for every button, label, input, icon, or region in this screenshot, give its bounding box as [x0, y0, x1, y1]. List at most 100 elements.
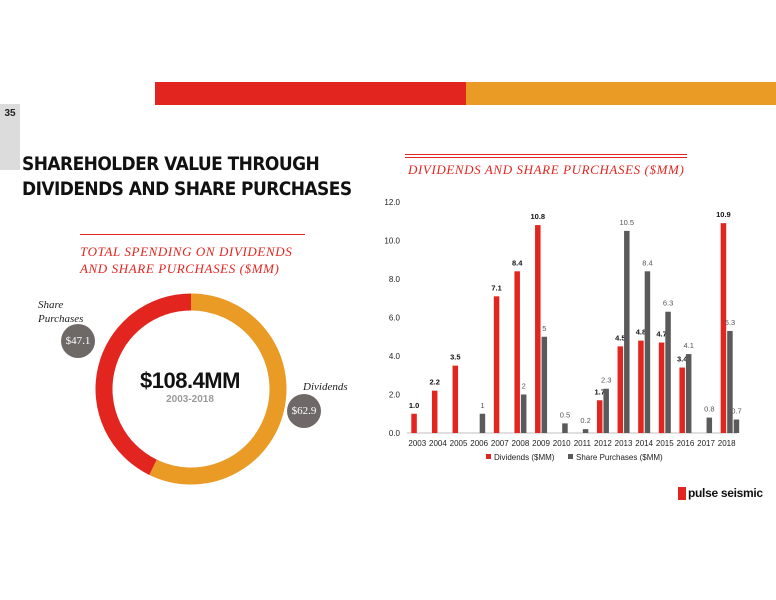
x-tick-label: 2011	[574, 439, 592, 448]
share-purchases-data-label: 4.1	[683, 341, 693, 350]
x-tick-label: 2016	[677, 439, 695, 448]
dividends-bar	[431, 390, 438, 433]
pulse-seismic-logo: pulse seismic	[678, 486, 763, 500]
dividends-data-label: 10.8	[531, 212, 546, 221]
y-tick-label: 2.0	[389, 391, 401, 400]
share-purchases-bar	[644, 271, 651, 433]
share-purchases-bar	[603, 388, 609, 433]
chart-heading: DIVIDENDS AND SHARE PURCHASES ($MM)	[408, 162, 685, 177]
dividends-bar	[638, 340, 644, 433]
share-purchases-bar	[733, 419, 740, 433]
share-purchases-data-label: 0.7	[731, 407, 741, 416]
y-tick-label: 10.0	[384, 237, 400, 246]
donut-heading-line1: TOTAL SPENDING ON DIVIDENDS	[80, 244, 293, 259]
share-purchases-data-label: 0.5	[560, 410, 570, 419]
chart-heading-rule-1	[405, 154, 687, 155]
y-tick-label: 8.0	[389, 275, 401, 284]
share-purchases-bar	[479, 413, 486, 433]
x-tick-label: 2005	[450, 439, 468, 448]
dividends-data-label: 3.4	[677, 355, 688, 364]
x-tick-label: 2015	[656, 439, 674, 448]
dividends-data-label: 8.4	[512, 258, 523, 267]
dividends-data-label: 1.7	[594, 387, 604, 396]
header-accent-orange	[466, 82, 776, 105]
legend-swatch	[486, 454, 491, 459]
share-purchases-data-label: 1	[480, 401, 484, 410]
share-purchases-data-label: 6.3	[663, 299, 673, 308]
share-purchases-bar	[727, 330, 733, 433]
share-purchases-bar	[665, 311, 671, 433]
dividends-value-badge: $62.9	[287, 394, 321, 428]
share-purchases-data-label: 2.3	[601, 376, 611, 385]
x-tick-label: 2014	[635, 439, 653, 448]
dividends-bar	[658, 342, 665, 433]
dividends-bar	[596, 400, 603, 433]
total-spending: $108.4MM	[140, 368, 240, 393]
share-purchases-data-label: 10.5	[620, 218, 635, 227]
dividends-data-label: 1.0	[409, 401, 419, 410]
share-purchases-bar	[685, 354, 692, 433]
dividends-bar	[679, 367, 685, 433]
dividends-bar	[617, 346, 624, 433]
share-purchases-bar	[520, 394, 527, 433]
page-number: 35	[4, 108, 16, 119]
share-purchases-bar	[582, 429, 589, 433]
share-purchases-bar	[624, 230, 630, 433]
x-tick-label: 2007	[491, 439, 509, 448]
x-tick-label: 2018	[718, 439, 736, 448]
page-tab	[0, 104, 20, 170]
share-purchases-data-label: 5	[542, 324, 546, 333]
dividends-bar	[514, 271, 520, 433]
share-purchases-data-label: 0.2	[580, 416, 590, 425]
dividends-data-label: 4.7	[656, 330, 666, 339]
dividends-data-label: 7.1	[491, 283, 501, 292]
donut-heading-rule-top	[80, 234, 305, 235]
x-tick-label: 2009	[532, 439, 550, 448]
dividends-data-label: 10.9	[716, 210, 731, 219]
donut-slice-dividends	[149, 293, 287, 485]
dividends-data-label: 4.5	[615, 333, 625, 342]
donut-slice-share-purchases	[95, 293, 192, 475]
share-purchases-bar	[562, 423, 568, 433]
dividends-bar	[493, 296, 500, 433]
page-title: SHAREHOLDER VALUE THROUGH DIVIDENDS AND …	[22, 152, 352, 202]
dividends-data-label: 2.2	[429, 378, 439, 387]
dividends-bar	[720, 223, 727, 433]
dividends-data-label: 4.8	[636, 328, 646, 337]
x-tick-label: 2008	[512, 439, 530, 448]
header-accent-red	[155, 82, 466, 105]
y-tick-label: 4.0	[389, 352, 401, 361]
legend-label: Share Purchases ($MM)	[576, 453, 663, 462]
x-tick-label: 2013	[615, 439, 633, 448]
share-purchases-value-badge: $47.1	[61, 324, 95, 358]
total-period: 2003-2018	[166, 394, 214, 405]
y-tick-label: 12.0	[384, 198, 400, 207]
x-tick-label: 2010	[553, 439, 571, 448]
x-tick-label: 2017	[697, 439, 715, 448]
dividends-label: Dividends	[303, 381, 348, 393]
page-title-line1: SHAREHOLDER VALUE THROUGH	[22, 154, 320, 175]
share-purchases-label-line2: Purchases	[38, 313, 84, 325]
share-purchases-label-line1: Share	[38, 299, 64, 311]
y-tick-label: 0.0	[389, 429, 401, 438]
dividends-bar	[452, 365, 459, 433]
page-title-line2: DIVIDENDS AND SHARE PURCHASES	[22, 179, 352, 200]
share-purchases-data-label: 0.8	[704, 405, 714, 414]
x-tick-label: 2004	[429, 439, 447, 448]
share-purchases-data-label: 2	[522, 382, 526, 391]
logo-text: pulse seismic	[688, 486, 763, 500]
share-purchases-label: Share Purchases	[38, 298, 83, 326]
legend-swatch	[568, 454, 573, 459]
share-purchases-data-label: 8.4	[642, 258, 652, 267]
logo-mark-icon	[678, 486, 686, 500]
x-tick-label: 2003	[408, 439, 426, 448]
donut-heading-line2: AND SHARE PURCHASES ($MM)	[80, 261, 280, 276]
dividends-bar	[535, 225, 541, 433]
x-tick-label: 2006	[470, 439, 488, 448]
share-purchases-bar	[541, 336, 548, 433]
legend-label: Dividends ($MM)	[494, 453, 555, 462]
y-tick-label: 6.0	[389, 314, 401, 323]
dividends-bar	[411, 413, 417, 433]
